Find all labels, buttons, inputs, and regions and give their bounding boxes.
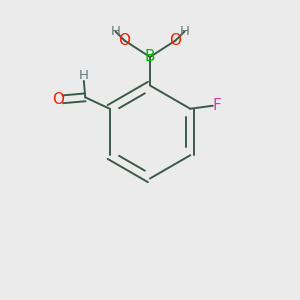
Text: H: H xyxy=(111,25,120,38)
Text: O: O xyxy=(169,33,181,48)
Text: F: F xyxy=(213,98,222,113)
Text: O: O xyxy=(52,92,64,107)
Text: B: B xyxy=(145,50,155,64)
Text: H: H xyxy=(79,69,89,82)
Text: O: O xyxy=(118,33,130,48)
Text: H: H xyxy=(180,25,189,38)
